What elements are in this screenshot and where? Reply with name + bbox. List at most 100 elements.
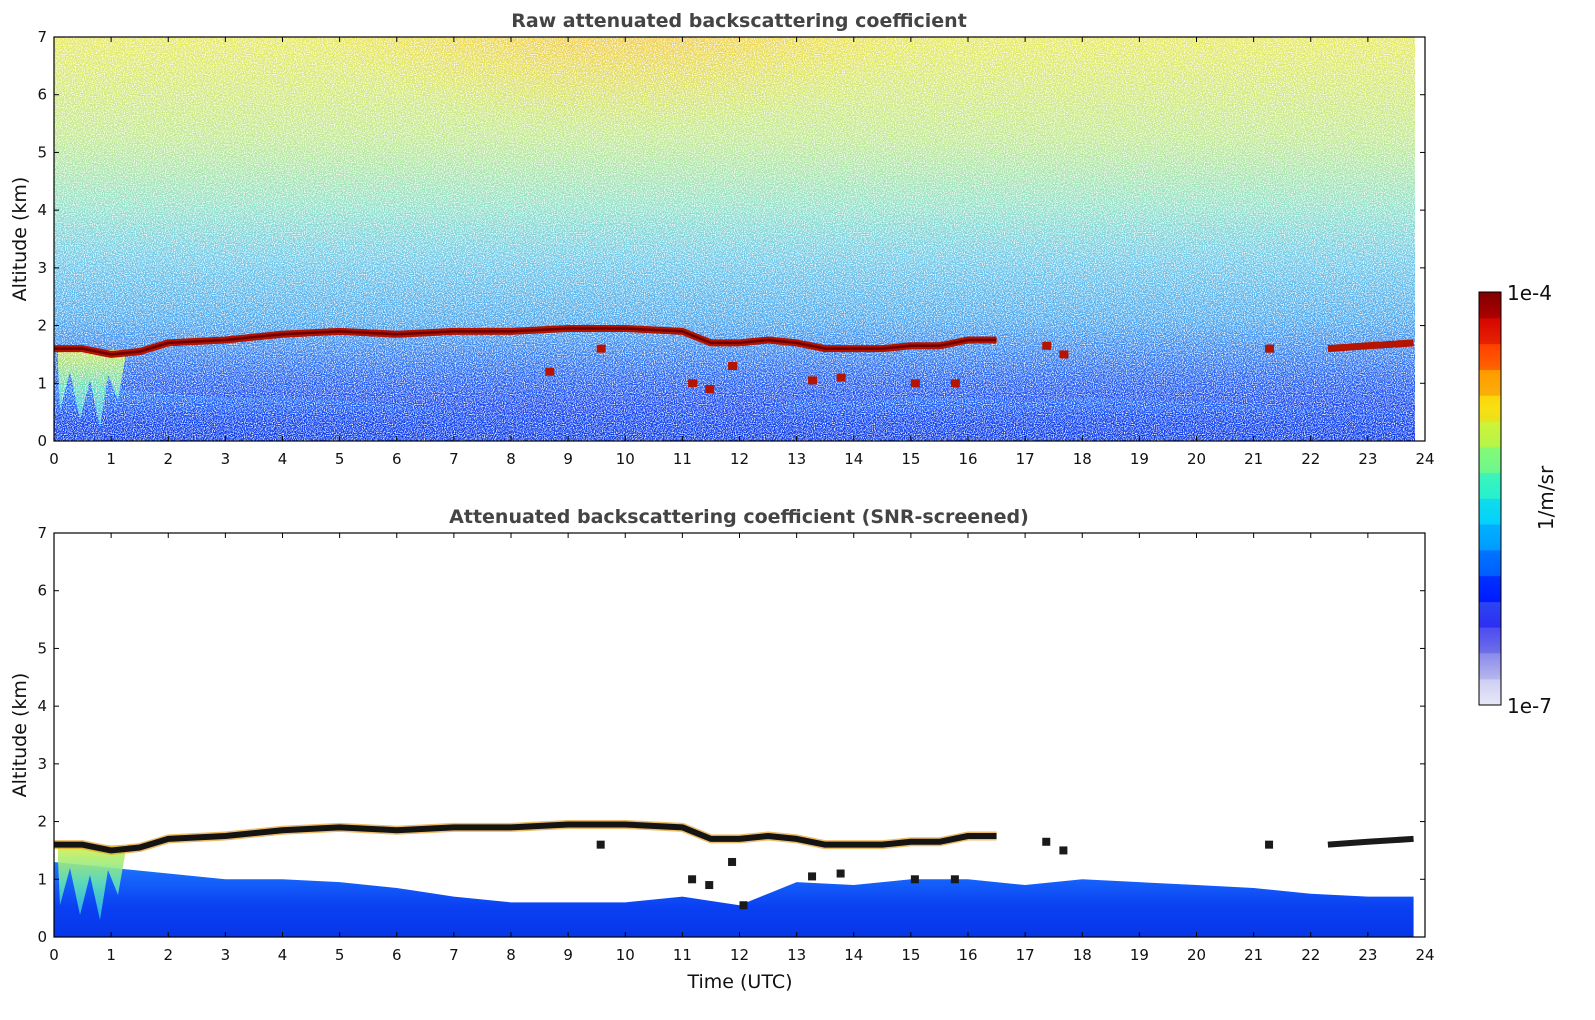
raw-cloud-layer-core [54,327,997,356]
x-tick-label: 1 [106,450,116,468]
x-tick-label: 4 [278,450,288,468]
cloud-fragment [808,376,818,385]
x-tick-label: 16 [958,946,977,964]
y-tick-label: 0 [37,928,47,946]
x-tick-label: 23 [1358,450,1377,468]
x-tick-label: 22 [1301,450,1320,468]
raw-panel-title: Raw attenuated backscattering coefficien… [511,10,967,32]
cloud-fragment [728,361,738,370]
x-tick-label: 10 [616,946,635,964]
colorbar-step [1479,446,1501,474]
colorbar-step [1479,524,1501,551]
cloud-fragment [836,869,845,878]
colorbar-step [1479,395,1501,422]
colorbar-step [1479,653,1501,680]
cloud-fragment [705,385,715,394]
cloud-fragment [545,367,555,376]
x-tick-label: 11 [673,946,692,964]
raw-noise-speckle [54,37,1415,441]
cloud-fragment [688,379,698,388]
y-tick-label: 6 [37,86,47,104]
x-tick-label: 19 [1130,946,1149,964]
screened-x-axis: 0 1 2 3 4 5 6 7 8 9 10 11 12 13 14 15 16 17 18 19 20 21 22 23 24 [49,533,1435,964]
x-tick-label: 14 [844,946,863,964]
y-tick-label: 3 [37,259,47,277]
x-tick-label: 14 [844,450,863,468]
y-tick-label: 5 [37,143,47,161]
cloud-fragment [950,379,960,388]
x-tick-label: 20 [1187,450,1206,468]
x-tick-label: 8 [506,450,516,468]
screened-cloud-layer [54,821,997,854]
cloud-fragment [596,344,606,353]
colorbar-step [1479,421,1501,448]
cloud-fragment [688,875,697,884]
x-tick-label: 24 [1415,450,1434,468]
x-tick-label: 16 [958,450,977,468]
screened-panel-title: Attenuated backscattering coefficient (S… [449,506,1029,528]
x-tick-label: 3 [221,946,231,964]
colorbar-step [1479,369,1501,396]
x-tick-label: 9 [563,946,573,964]
x-tick-label: 13 [787,946,806,964]
x-tick-label: 12 [730,450,749,468]
x-tick-label: 21 [1244,946,1263,964]
cloud-fragment [1265,840,1274,849]
colorbar-step [1479,550,1501,577]
colorbar-min-label: 1e-7 [1507,694,1552,718]
x-tick-label: 23 [1358,946,1377,964]
x-tick-label: 10 [616,450,635,468]
cloud-fragment [739,901,748,910]
cloud-fragment [950,875,959,884]
raw-backscatter-panel: Raw attenuated backscattering coefficien… [9,10,1435,468]
x-tick-label: 21 [1244,450,1263,468]
time-axis-label: Time (UTC) [686,971,792,993]
y-tick-label: 1 [37,374,47,392]
y-tick-label: 7 [37,28,47,46]
cloud-fragment [910,379,920,388]
x-tick-label: 9 [563,450,573,468]
x-tick-label: 17 [1016,450,1035,468]
y-tick-label: 4 [37,201,47,219]
x-tick-label: 13 [787,450,806,468]
x-tick-label: 6 [392,450,402,468]
x-tick-label: 2 [163,450,173,468]
cloud-fragment [1059,350,1069,359]
raw-cloud-fragments [545,341,1275,394]
colorbar-step [1479,679,1501,706]
raw-y-axis: 0 1 2 3 4 5 6 7 [37,28,1425,450]
cloud-fragment [728,857,737,866]
x-tick-label: 19 [1130,450,1149,468]
cloud-fragment [808,872,817,881]
cloud-fragment [705,881,714,890]
colorbar-step [1479,627,1501,654]
colorbar-step [1479,292,1501,319]
y-tick-label: 0 [37,432,47,450]
colorbar-step [1479,498,1501,525]
colorbar-units-label: 1/m/sr [1534,465,1558,530]
x-tick-label: 3 [221,450,231,468]
x-tick-label: 15 [901,450,920,468]
cloud-fragment [836,373,846,382]
cloud-fragment [1042,341,1052,350]
x-tick-label: 11 [673,450,692,468]
cloud-fragment [1265,344,1275,353]
screened-y-axis-label: Altitude (km) [9,673,31,798]
screened-y-axis: 0 1 2 3 4 5 6 7 [37,524,1425,946]
y-tick-label: 3 [37,755,47,773]
screened-cloud-fragments [596,837,1274,910]
cloud-fragment [910,875,919,884]
y-tick-label: 4 [37,697,47,715]
x-tick-label: 0 [49,946,59,964]
y-tick-label: 1 [37,870,47,888]
colorbar-steps [1479,292,1501,706]
colorbar-step [1479,317,1501,345]
raw-cloud-layer-late [1327,339,1414,353]
x-tick-label: 18 [1073,946,1092,964]
x-tick-label: 5 [335,450,345,468]
x-tick-label: 1 [106,946,116,964]
cloud-fragment [1042,837,1051,846]
colorbar-step [1479,575,1501,603]
screened-heatmap [54,533,1425,937]
